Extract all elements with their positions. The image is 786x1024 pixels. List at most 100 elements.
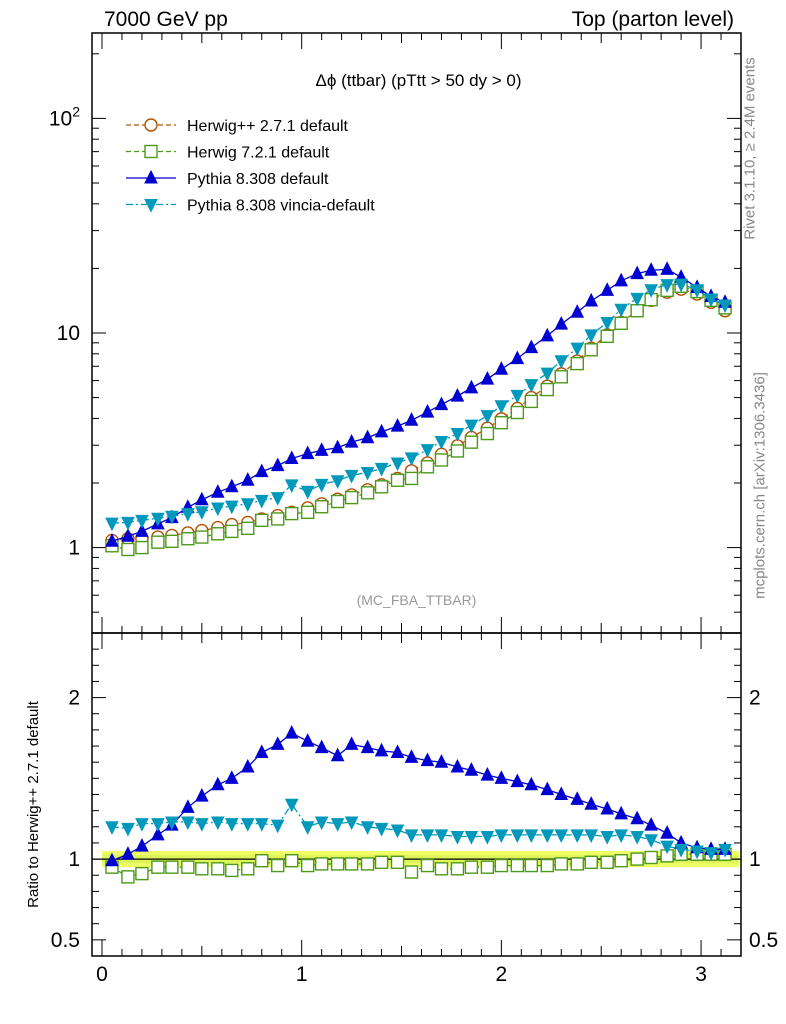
- main-point-herwig-7-2-1-default: [390, 473, 405, 487]
- ratio-point-herwig-7-2-1-default: [225, 863, 239, 878]
- main-point-pythia-8-308-vincia-default: [690, 284, 704, 298]
- ratio-point-pythia-8-308-vincia-default: [600, 830, 615, 845]
- main-point-herwig-7-2-1-default: [434, 453, 449, 467]
- ratio-y-tick-label-right: 0.5: [749, 929, 778, 952]
- ratio-point-herwig-7-2-1-default: [464, 860, 479, 874]
- main-point-pythia-8-308-vincia-default: [210, 502, 225, 517]
- process-label: Top (parton level): [571, 8, 734, 31]
- ratio-point-pythia-8-308-vincia-default: [300, 821, 315, 835]
- ratio-point-pythia-8-308-default: [554, 786, 569, 800]
- main-point-pythia-8-308-vincia-default: [614, 303, 628, 318]
- ratio-point-herwig-7-2-1-default: [494, 858, 509, 873]
- ratio-point-pythia-8-308-default: [344, 736, 359, 750]
- ratio-point-pythia-8-308-vincia-default: [420, 829, 435, 843]
- main-point-pythia-8-308-default: [105, 533, 119, 547]
- main-point-pythia-8-308-default: [450, 388, 465, 402]
- main-point-pythia-8-308-vincia-default: [254, 494, 269, 509]
- ratio-point-pythia-8-308-default: [210, 776, 225, 791]
- ratio-point-herwig-7-2-1-default: [255, 854, 269, 868]
- ratio-point-pythia-8-308-vincia-default: [614, 829, 628, 843]
- main-point-pythia-8-308-vincia-default: [570, 342, 585, 357]
- ratio-point-herwig-7-2-1-default: [420, 858, 435, 873]
- main-point-pythia-8-308-vincia-default: [151, 512, 165, 527]
- ratio-point-pythia-8-308-vincia-default: [360, 821, 375, 835]
- main-point-pythia-8-308-default: [434, 396, 449, 411]
- legend-marker: [144, 118, 158, 132]
- main-point-pythia-8-308-vincia-default: [704, 293, 718, 308]
- ratio-point-pythia-8-308-vincia-default: [121, 822, 135, 837]
- mcplots-credit-label: mcplots.cern.ch [arXiv:1306.3436]: [751, 372, 769, 599]
- main-point-pythia-8-308-vincia-default: [181, 508, 195, 522]
- ratio-point-pythia-8-308-default: [434, 754, 449, 768]
- main-point-herwig-7-2-1-default: [540, 382, 554, 397]
- ratio-point-pythia-8-308-vincia-default: [165, 816, 179, 831]
- ratio-point-pythia-8-308-vincia-default: [644, 834, 658, 848]
- ratio-point-pythia-8-308-vincia-default: [181, 816, 195, 831]
- main-point-pythia-8-308-default: [510, 350, 525, 365]
- main-point-pythia-8-308-vincia-default: [718, 299, 732, 314]
- ratio-point-pythia-8-308-default: [570, 791, 585, 805]
- ratio-point-pythia-8-308-default: [644, 817, 658, 831]
- rivet-version-label: Rivet 3.1.10, ≥ 2.4M events: [741, 57, 759, 240]
- main-point-herwig-7-2-1-default: [151, 535, 165, 549]
- ratio-point-pythia-8-308-vincia-default: [584, 829, 599, 843]
- main-point-herwig-7-2-1-default: [510, 405, 525, 420]
- x-tick-label: 0: [96, 963, 108, 986]
- main-point-pythia-8-308-default: [195, 491, 209, 506]
- ratio-point-pythia-8-308-default: [374, 742, 389, 757]
- main-point-pythia-8-308-default: [494, 361, 509, 375]
- main-point-herwig-7-2-1-default: [195, 530, 209, 544]
- main-point-pythia-8-308-vincia-default: [135, 514, 149, 529]
- ratio-point-herwig-7-2-1-default: [390, 855, 405, 870]
- main-point-pythia-8-308-default: [644, 262, 658, 276]
- ratio-point-pythia-8-308-default: [584, 796, 599, 810]
- x-tick-label: 3: [695, 963, 707, 986]
- ratio-y-tick-label-right: 2: [749, 687, 761, 710]
- ratio-point-pythia-8-308-default: [390, 744, 405, 759]
- ratio-point-pythia-8-308-vincia-default: [718, 843, 732, 858]
- main-point-pythia-8-308-vincia-default: [494, 400, 509, 414]
- ratio-y-axis-label: Ratio to Herwig++ 2.7.1 default: [25, 700, 42, 908]
- legend-label: Pythia 8.308 vincia-default: [187, 198, 375, 215]
- main-point-pythia-8-308-default: [570, 304, 585, 318]
- ratio-point-pythia-8-308-vincia-default: [330, 818, 345, 832]
- ratio-point-pythia-8-308-vincia-default: [630, 830, 644, 845]
- y-tick-label: 102: [49, 103, 80, 130]
- plot-title: Δϕ (ttbar) (pTtt > 50 dy > 0): [315, 71, 521, 90]
- main-point-pythia-8-308-vincia-default: [404, 452, 419, 466]
- ratio-point-pythia-8-308-default: [121, 846, 135, 860]
- main-point-pythia-8-308-default: [314, 442, 329, 456]
- ratio-point-pythia-8-308-vincia-default: [270, 819, 285, 834]
- main-point-pythia-8-308-default: [254, 463, 269, 478]
- ratio-point-pythia-8-308-default: [494, 770, 509, 784]
- ratio-plot-frame: [91, 632, 742, 957]
- ratio-point-pythia-8-308-default: [135, 838, 149, 852]
- ratio-point-pythia-8-308-vincia-default: [464, 830, 479, 845]
- main-point-pythia-8-308-vincia-default: [284, 479, 299, 494]
- ratio-point-pythia-8-308-vincia-default: [105, 821, 119, 835]
- main-point-pythia-8-308-default: [390, 418, 405, 432]
- main-point-pythia-8-308-default: [554, 315, 569, 330]
- ratio-y-tick-label-left: 0.5: [51, 929, 80, 952]
- main-point-pythia-8-308-default: [464, 379, 479, 394]
- main-point-pythia-8-308-vincia-default: [270, 492, 285, 506]
- main-point-pythia-8-308-default: [135, 523, 149, 537]
- ratio-point-pythia-8-308-default: [270, 736, 285, 750]
- main-point-pythia-8-308-vincia-default: [600, 316, 615, 331]
- main-point-herwig-7-2-1-default: [464, 435, 479, 449]
- ratio-point-pythia-8-308-vincia-default: [151, 818, 165, 832]
- ratio-point-pythia-8-308-vincia-default: [344, 816, 359, 831]
- main-point-pythia-8-308-default: [480, 370, 495, 385]
- main-point-pythia-8-308-vincia-default: [330, 475, 345, 489]
- ratio-point-pythia-8-308-default: [330, 747, 345, 762]
- main-point-herwig-7-2-1-default: [554, 370, 568, 384]
- main-point-herwig-7-2-1-default: [121, 542, 135, 557]
- main-point-herwig-7-2-1-default: [344, 490, 359, 505]
- main-point-herwig-7-2-1-default: [450, 444, 465, 458]
- main-point-pythia-8-308-vincia-default: [524, 379, 539, 393]
- main-point-herwig-7-2-1-default: [255, 513, 269, 528]
- ratio-point-pythia-8-308-default: [224, 770, 239, 784]
- ratio-point-pythia-8-308-vincia-default: [210, 816, 225, 831]
- ratio-point-herwig-7-2-1-default: [181, 860, 195, 874]
